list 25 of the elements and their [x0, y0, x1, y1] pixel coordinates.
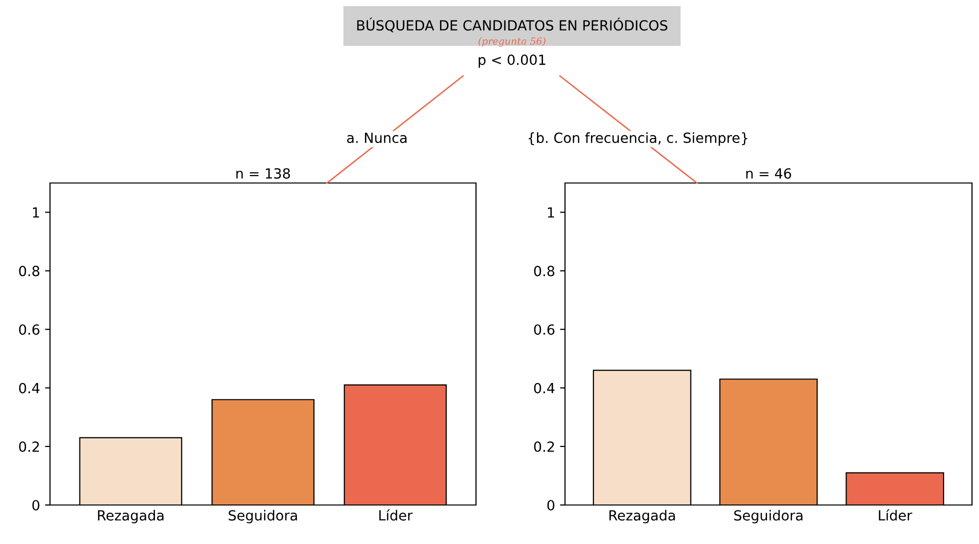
text: {b. Con frecuencia, c. Siempre} — [528, 132, 748, 146]
y-tick-label: 0 — [32, 500, 40, 510]
y-tick-label: 0 — [547, 500, 554, 510]
y-tick-label: 1 — [548, 207, 554, 218]
x-tick-label: Rezagada — [609, 510, 675, 524]
y-tick-label: 0.2 — [534, 441, 554, 452]
text: (pregunta 56) — [478, 37, 546, 47]
x-tick-label: Seguidora — [228, 510, 297, 524]
text: BÚSQUEDA DE CANDIDATOS EN PERIÓDICOS — [357, 18, 668, 32]
x-tick-label: Seguidora — [734, 510, 802, 524]
y-tick-label: 0.6 — [19, 324, 40, 335]
text: n = 46 — [746, 168, 792, 179]
y-tick-label: 0.6 — [534, 324, 554, 335]
y-tick-label: 0.2 — [19, 441, 39, 452]
x-tick-label: Líder — [379, 509, 413, 521]
y-tick-label: 0.4 — [534, 382, 554, 394]
y-tick-label: 1 — [32, 207, 39, 218]
y-tick-label: 0.8 — [19, 266, 40, 276]
y-tick-label: 0.8 — [534, 266, 554, 276]
text: p < 0.001 — [478, 54, 546, 68]
text: a. Nunca — [347, 132, 406, 144]
y-tick-label: 0.4 — [19, 382, 40, 394]
x-tick-label: Líder — [878, 509, 912, 521]
x-tick-label: Rezagada — [98, 510, 164, 524]
text: n = 138 — [236, 168, 290, 179]
